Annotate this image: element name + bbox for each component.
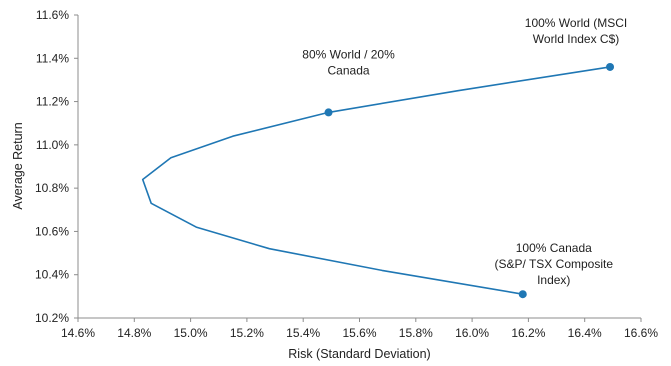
x-tick-label: 15.4% <box>286 326 320 340</box>
highlighted-point-marker <box>606 62 615 71</box>
y-tick-label: 10.4% <box>35 268 69 282</box>
highlighted-points <box>324 62 615 299</box>
y-tick-label: 11.6% <box>36 8 69 22</box>
point-annotation-line: World Index C$) <box>533 32 619 46</box>
x-tick-label: 15.2% <box>230 326 264 340</box>
x-tick-label: 14.6% <box>61 326 95 340</box>
x-tick-label: 15.6% <box>342 326 376 340</box>
y-tick-label: 11.2% <box>36 95 69 109</box>
point-annotation-line: 100% Canada <box>516 241 592 255</box>
x-tick-label: 16.6% <box>624 326 658 340</box>
highlighted-point-marker <box>518 290 527 299</box>
y-tick-label: 11.0% <box>36 138 69 152</box>
point-annotation-line: 100% World (MSCI <box>525 16 627 30</box>
x-tick-label: 15.0% <box>174 326 208 340</box>
point-annotation-line: (S&P/ TSX Composite <box>495 257 614 271</box>
point-annotations: 100% World (MSCI World Index C$) 80% World… <box>302 16 627 287</box>
x-tick-label: 16.2% <box>511 326 545 340</box>
efficient-frontier-line <box>141 66 611 295</box>
x-axis-title: Risk (Standard Deviation) <box>288 347 430 361</box>
x-tick-label: 16.4% <box>568 326 602 340</box>
y-axis-title: Average Return <box>11 122 25 209</box>
y-tick-label: 10.6% <box>35 224 69 238</box>
point-annotation-line: Canada <box>328 63 370 77</box>
x-tick-label: 15.8% <box>399 326 433 340</box>
point-annotation-line: 80% World / 20% <box>302 47 395 61</box>
y-tick-label: 11.4% <box>36 51 69 65</box>
x-tick-label: 16.0% <box>455 326 489 340</box>
highlighted-point-marker <box>324 108 333 117</box>
y-tick-label: 10.2% <box>35 311 69 325</box>
tick-labels: 14.6% 14.8% 15.0% 15.2% 15.4% 15.6% 15.8% 16.0%… <box>35 8 658 340</box>
y-tick-label: 10.8% <box>35 181 69 195</box>
x-tick-label: 14.8% <box>117 326 151 340</box>
point-annotation-line: Index) <box>537 273 570 287</box>
